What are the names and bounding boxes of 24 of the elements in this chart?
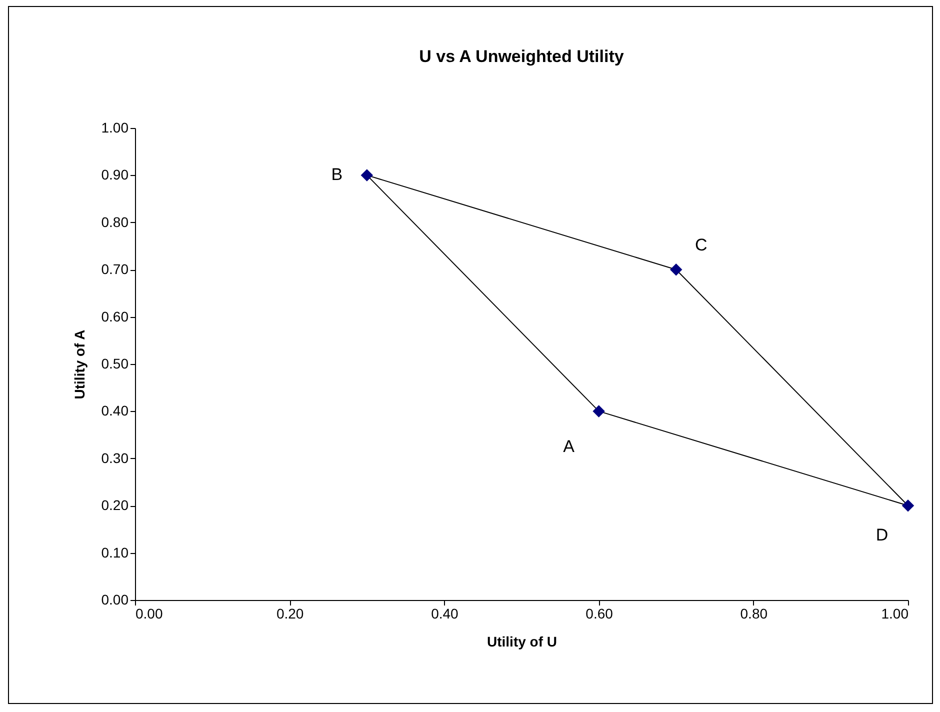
y-tick-label: 0.00 [101, 592, 129, 608]
x-tick-label: 0.40 [431, 606, 459, 622]
y-tick-label: 0.80 [101, 214, 129, 230]
x-tick-label: 0.20 [276, 606, 304, 622]
chart-title: U vs A Unweighted Utility [419, 47, 624, 66]
x-tick-label: 0.80 [740, 606, 768, 622]
x-axis-title: Utility of U [487, 634, 557, 650]
y-tick-label: 0.60 [101, 308, 129, 324]
x-tick-label: 0.60 [586, 606, 614, 622]
y-axis-title: Utility of A [71, 330, 88, 400]
y-tick-label: 0.20 [101, 497, 129, 514]
y-tick-label: 0.70 [101, 261, 129, 278]
y-tick-label: 0.50 [101, 356, 129, 372]
y-tick-label: 0.30 [101, 450, 129, 466]
annotation: D [876, 526, 888, 545]
x-tick-label: 0.00 [136, 606, 163, 622]
y-tick-label: 0.40 [101, 402, 129, 419]
y-tick-label: 0.10 [101, 544, 129, 560]
y-tick-label: 0.90 [101, 166, 129, 183]
annotation: A [563, 437, 576, 456]
annotation: B [331, 165, 343, 184]
annotation: C [694, 236, 708, 255]
y-tick-label: 1.00 [101, 120, 129, 136]
x-tick-label: 1.00 [881, 606, 909, 622]
